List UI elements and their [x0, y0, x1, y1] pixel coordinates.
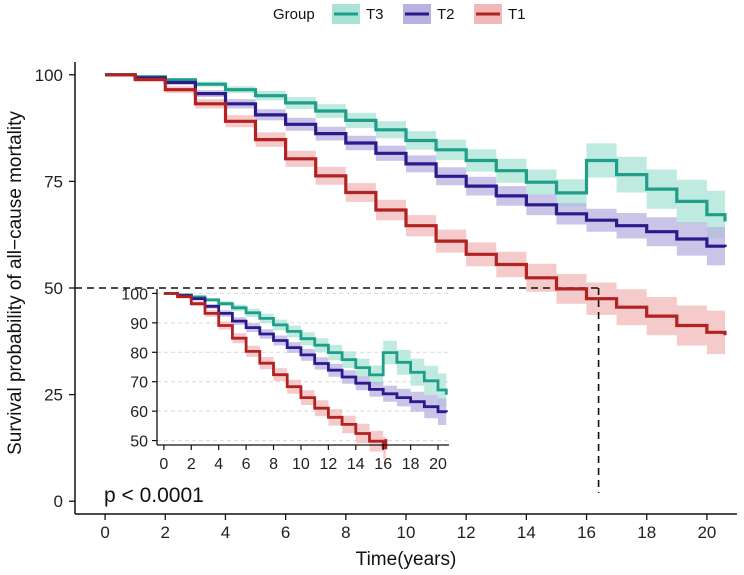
main-survival-curves: [105, 73, 727, 336]
inset-x-tick-label-6: 6: [242, 456, 251, 473]
legend-item-t2: T2: [403, 4, 455, 24]
inset-x-axis-ticks: 0 2 4 6 8 10 12 14 16 18 20: [159, 445, 447, 473]
x-tick-label-2: 2: [161, 523, 170, 542]
reference-lines: [75, 287, 600, 493]
inset-survival-curves: [163, 291, 448, 450]
inset-curve-t3: [163, 291, 448, 395]
inset-curve-t1: [163, 291, 388, 450]
inset-chart: 50 60 70 80 90 100 0 2 4 6 8 10 12 14 16 18 20: [121, 286, 449, 473]
x-tick-label-16: 16: [577, 523, 596, 542]
main-curve-t2: [105, 73, 727, 248]
legend-label-t2: T2: [437, 6, 455, 23]
y-tick-label-100: 100: [35, 66, 63, 85]
main-band-t1: [105, 74, 726, 358]
y-tick-label-50: 50: [44, 279, 63, 298]
x-axis-label: Time(years): [356, 549, 457, 570]
inset-band-t2: [163, 293, 447, 426]
x-tick-label-20: 20: [697, 523, 716, 542]
inset-x-tick-label-10: 10: [292, 456, 310, 473]
y-axis-ticks: 0 25 50 75 100: [35, 66, 75, 511]
legend-item-t1: T1: [474, 4, 526, 24]
inset-x-tick-label-14: 14: [347, 456, 365, 473]
legend-label-t3: T3: [366, 6, 384, 23]
inset-x-tick-label-12: 12: [319, 456, 337, 473]
x-tick-label-8: 8: [341, 523, 350, 542]
y-axis-label: Survival probability of all−cause mortal…: [5, 111, 26, 455]
x-tick-label-10: 10: [397, 523, 416, 542]
inset-x-tick-label-4: 4: [214, 456, 223, 473]
legend: Group T3 T2 T1: [273, 4, 526, 24]
legend-label-t1: T1: [508, 6, 526, 23]
inset-y-tick-label-50: 50: [130, 434, 148, 451]
main-curve-t1: [105, 73, 727, 336]
legend-title: Group: [273, 6, 315, 23]
inset-x-tick-label-18: 18: [402, 456, 420, 473]
x-tick-label-12: 12: [457, 523, 476, 542]
legend-item-t3: T3: [332, 4, 384, 24]
y-tick-label-75: 75: [44, 172, 63, 191]
main-band-t3: [105, 74, 726, 246]
inset-y-tick-label-60: 60: [130, 404, 148, 421]
y-tick-label-25: 25: [44, 386, 63, 405]
inset-x-tick-label-8: 8: [269, 456, 278, 473]
y-tick-label-0: 0: [54, 492, 63, 511]
inset-band-t3: [163, 293, 447, 412]
x-tick-label-0: 0: [100, 523, 109, 542]
inset-x-tick-label-20: 20: [429, 456, 447, 473]
inset-curve-t2: [163, 291, 448, 414]
inset-y-tick-label-80: 80: [130, 345, 148, 362]
x-tick-label-14: 14: [517, 523, 536, 542]
x-tick-label-4: 4: [221, 523, 230, 542]
inset-y-tick-label-70: 70: [130, 375, 148, 392]
inset-y-axis-ticks: 50 60 70 80 90 100: [121, 286, 157, 451]
p-value-annotation: p < 0.0001: [104, 484, 204, 507]
x-tick-label-6: 6: [281, 523, 290, 542]
inset-x-tick-label-2: 2: [187, 456, 196, 473]
x-axis-ticks: 0 2 4 6 8 10 12 14 16 18 20: [100, 514, 716, 542]
inset-x-tick-label-16: 16: [374, 456, 392, 473]
x-tick-label-18: 18: [637, 523, 656, 542]
main-confidence-bands: [105, 74, 726, 358]
inset-y-tick-label-90: 90: [130, 316, 148, 333]
main-band-t2: [105, 74, 726, 267]
inset-y-tick-label-100: 100: [121, 286, 148, 303]
inset-x-tick-label-0: 0: [159, 456, 168, 473]
main-curve-t3: [105, 73, 727, 222]
